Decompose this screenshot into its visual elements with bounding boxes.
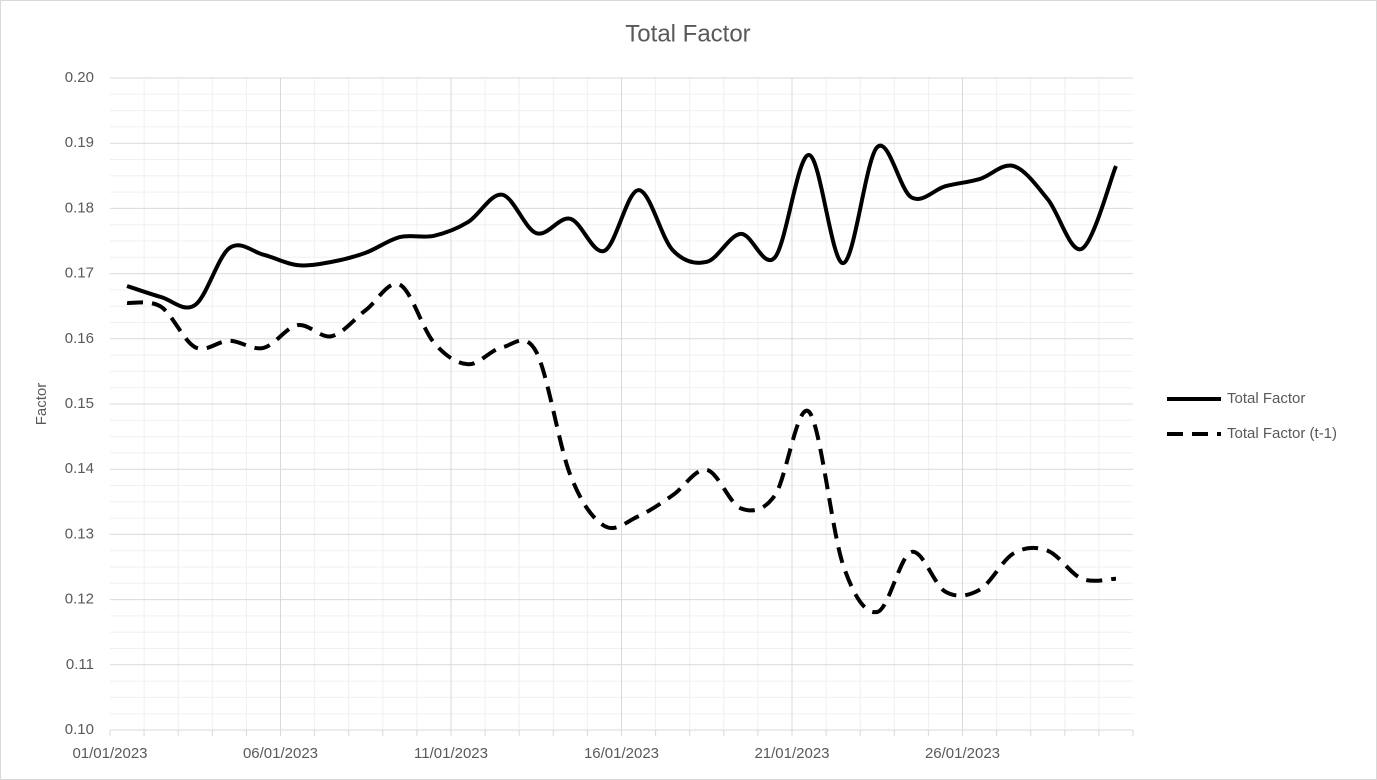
- y-tick-label: 0.12: [65, 591, 94, 608]
- legend-label: Total Factor: [1227, 390, 1305, 407]
- x-tick-label: 26/01/2023: [925, 745, 1000, 762]
- series-line: [126, 281, 1117, 615]
- y-axis-title: Factor: [33, 383, 50, 426]
- x-tick-label: 11/01/2023: [414, 745, 488, 762]
- y-tick-label: 0.17: [65, 265, 94, 282]
- y-tick-label: 0.20: [65, 69, 94, 86]
- x-tick-label: 21/01/2023: [754, 745, 829, 762]
- y-tick-label: 0.11: [66, 656, 94, 673]
- chart-title: Total Factor: [625, 20, 750, 47]
- y-tick-label: 0.15: [65, 395, 94, 412]
- series-line: [126, 143, 1118, 310]
- x-tick-label: 16/01/2023: [584, 745, 659, 762]
- y-tick-label: 0.16: [65, 330, 94, 347]
- x-tick-label: 01/01/2023: [72, 745, 147, 762]
- y-tick-label: 0.13: [65, 525, 94, 542]
- y-tick-label: 0.18: [65, 199, 94, 216]
- y-tick-label: 0.10: [65, 721, 94, 738]
- y-tick-label: 0.19: [65, 134, 94, 151]
- x-tick-label: 06/01/2023: [243, 745, 318, 762]
- legend-label: Total Factor (t-1): [1227, 425, 1337, 442]
- y-tick-label: 0.14: [65, 460, 94, 477]
